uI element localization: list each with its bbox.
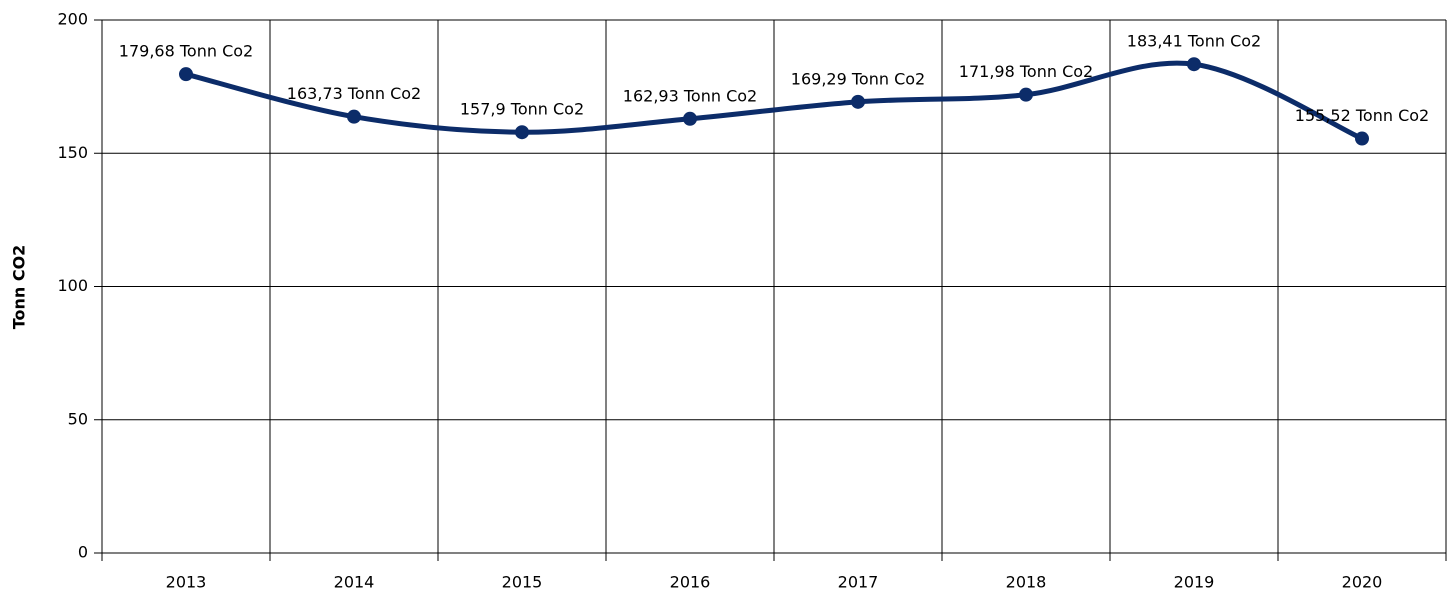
point	[1355, 131, 1369, 146]
line	[185, 60, 1364, 141]
y-tick-label: 200	[57, 10, 88, 29]
y-tick-label: 50	[68, 409, 88, 428]
point	[851, 94, 865, 109]
x-tick-label: 2018	[1006, 573, 1047, 592]
data-label: 183,41 Tonn Co2	[1127, 32, 1261, 51]
y-tick-label: 100	[57, 276, 88, 295]
x-tick-label: 2013	[166, 573, 207, 592]
data-label: 155,52 Tonn Co2	[1295, 106, 1429, 125]
data-label: 162,93 Tonn Co2	[623, 86, 757, 105]
x-tick-label: 2017	[838, 573, 879, 592]
data-label: 157,9 Tonn Co2	[460, 100, 584, 119]
y-axis-label: Tonn CO2	[10, 245, 29, 330]
x-tick-label: 2014	[334, 573, 375, 592]
data-label: 169,29 Tonn Co2	[791, 69, 925, 88]
point	[347, 109, 361, 124]
x-tick-label: 2020	[1342, 573, 1383, 592]
x-tick-label: 2016	[670, 573, 711, 592]
y-tick-label: 0	[78, 543, 88, 562]
x-tick-label: 2015	[502, 573, 543, 592]
point	[1019, 87, 1033, 102]
point	[179, 67, 193, 82]
point	[683, 111, 697, 126]
point	[1187, 57, 1201, 72]
point	[515, 125, 529, 140]
x-tick-label: 2019	[1174, 573, 1215, 592]
data-label: 171,98 Tonn Co2	[959, 62, 1093, 81]
y-tick-label: 150	[57, 143, 88, 162]
data-label: 163,73 Tonn Co2	[287, 84, 421, 103]
data-label: 179,68 Tonn Co2	[119, 42, 253, 61]
